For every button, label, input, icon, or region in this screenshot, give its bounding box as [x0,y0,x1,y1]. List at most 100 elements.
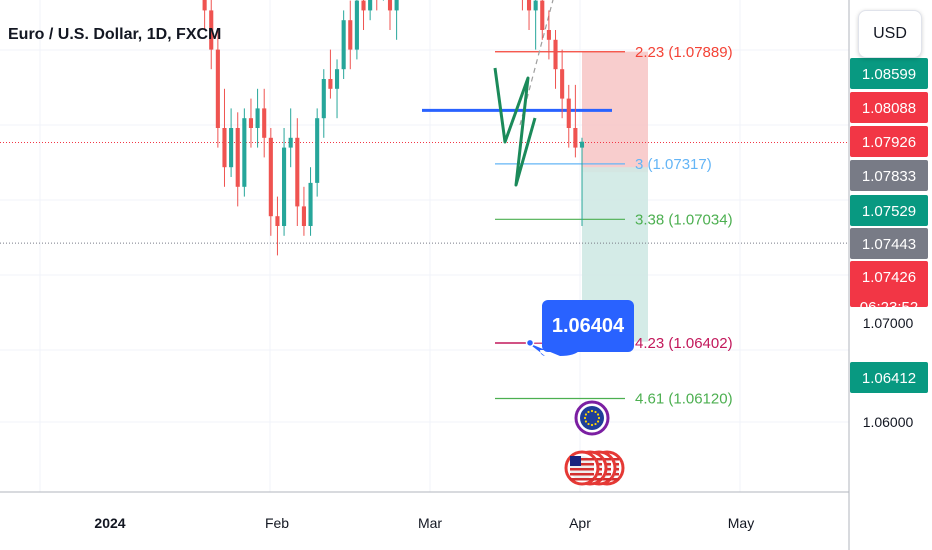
candle-body [215,49,220,128]
price-tag-text: 1.07443 [862,236,916,253]
candle [566,84,571,148]
candle [546,10,551,60]
fib-level-label: 3.38 (1.07034) [635,211,733,228]
candle-body [560,69,565,99]
price-tag [850,58,928,89]
eu-star [596,420,600,423]
price-tag [850,362,928,393]
candle [235,112,240,207]
price-tag [850,195,928,226]
us-canton [570,456,581,466]
price-annotation[interactable]: 1.06404 [495,300,634,356]
price-tag [850,160,928,191]
candle-body [202,0,207,11]
eu-star [596,413,600,416]
candle-body [334,69,340,89]
candle-body [275,216,280,226]
candle-body [579,141,585,148]
harmonic-pattern[interactable] [493,67,537,187]
candle [295,118,300,226]
us-stripe [570,463,594,466]
candle [334,59,340,119]
candle [255,88,260,148]
candle-body [540,0,545,30]
candle-body [242,118,247,187]
candle-body [354,0,359,50]
candle [275,196,280,256]
eu-star [583,416,587,420]
candle [321,69,326,138]
candle-body [255,108,260,128]
candle-body [533,0,538,11]
candle [222,88,227,187]
candle [248,98,254,148]
eu-star [584,413,588,416]
y-tick-label-partial: 1.07000 [863,315,914,331]
fib-level-label: 3 (1.07317) [635,156,712,173]
candle-body [387,0,393,11]
eu-star [594,410,597,414]
fib-level-label: 2.23 (1.07889) [635,44,733,61]
price-tag [850,126,928,157]
candle [368,0,373,21]
fib-level-label: 4.61 (1.06120) [635,390,733,407]
candle-body [368,0,373,11]
candle-body [229,128,234,168]
candle-body [328,79,333,89]
candle [521,0,523,11]
candle [215,30,220,148]
candle-body [394,0,399,11]
candle [361,0,366,30]
candle-body [308,182,313,226]
candle-body [341,20,346,70]
candle [268,128,273,236]
bubble-anchor-dot [525,338,535,348]
event-face [580,406,604,430]
candle-body [321,79,326,119]
eu-star [594,422,597,426]
candle [315,108,320,197]
x-tick-label: Mar [418,515,442,531]
eu-star [597,416,601,420]
economic-events[interactable] [564,400,625,486]
candle [540,0,545,40]
candle [382,0,384,1]
candles [202,0,585,256]
price-tag-text: 1.06412 [862,370,916,387]
eu-star [590,423,594,427]
currency-button[interactable]: USD [858,10,922,58]
price-tag [850,261,928,307]
eu-flag-icon[interactable] [574,400,610,436]
chart-title: Euro / U.S. Dollar, 1D, FXCM [8,26,221,43]
price-tag-text: 1.07926 [862,134,916,151]
candle [209,0,214,70]
countdown-text: 06:23:52 [860,299,918,316]
price-tag-text: 1.07833 [862,168,916,185]
candle-body [526,0,532,11]
candle [308,167,313,236]
candle-body [288,137,293,148]
candle-body [546,30,551,40]
price-tag-text: 1.08088 [862,100,916,117]
fib-level-label: 4.23 (1.06402) [635,335,733,352]
candle-body [553,39,558,70]
candle [202,0,207,30]
harmonic-pattern-line [493,67,537,187]
candle-body [566,98,571,128]
candle [387,0,393,30]
candle-body [222,128,227,168]
us-flag-icon[interactable] [564,450,600,486]
candle [354,0,359,60]
x-tick-label: May [728,515,754,531]
candle [533,0,538,50]
x-tick-label: Feb [265,515,289,531]
price-tag-text: 1.08599 [862,66,916,83]
us-stripe [570,478,594,481]
candle [526,0,532,30]
eu-star [587,410,590,414]
price-tag [850,92,928,123]
price-tag-text: 1.07529 [862,203,916,220]
candle [348,0,353,70]
